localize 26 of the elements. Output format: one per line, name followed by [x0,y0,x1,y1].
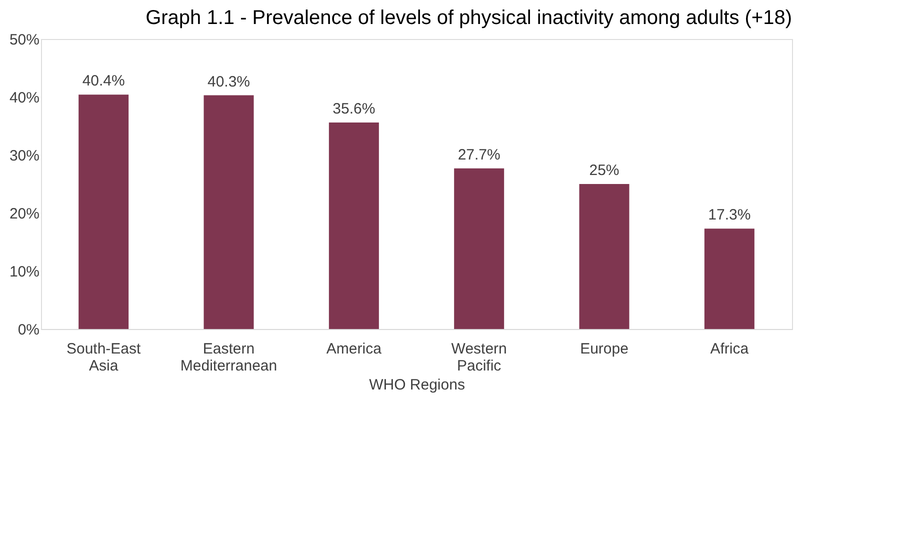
x-tick-label: America [326,340,382,358]
bar [328,122,379,329]
data-label: 17.3% [708,206,751,224]
data-label: 27.7% [458,146,500,164]
y-tick-label: 10% [9,264,40,280]
x-tick-label: Europe [580,340,628,358]
data-label: 25% [589,162,620,179]
y-tick-label: 40% [9,90,40,106]
bar [78,94,129,329]
y-tick-label: 20% [9,206,40,222]
x-tick-label: South-East Asia [66,340,142,374]
bar [204,95,254,329]
bar [454,168,504,329]
bar [704,228,754,329]
x-axis-title: WHO Regions [369,376,465,394]
y-tick-label: 50% [9,32,40,48]
y-tick-label: 0% [18,322,40,338]
x-tick-label: Africa [710,340,750,358]
data-label: 40.3% [207,73,250,90]
x-tick-label: Eastern Mediterranean [180,340,278,374]
y-tick-label: 30% [9,148,40,164]
data-label: 35.6% [332,100,376,118]
x-tick-label: Western Pacific [451,340,507,374]
chart-title: Graph 1.1 - Prevalence of levels of physical inactivity among adults (+18) [146,7,792,29]
bar [579,184,630,329]
data-label: 40.4% [82,72,125,90]
